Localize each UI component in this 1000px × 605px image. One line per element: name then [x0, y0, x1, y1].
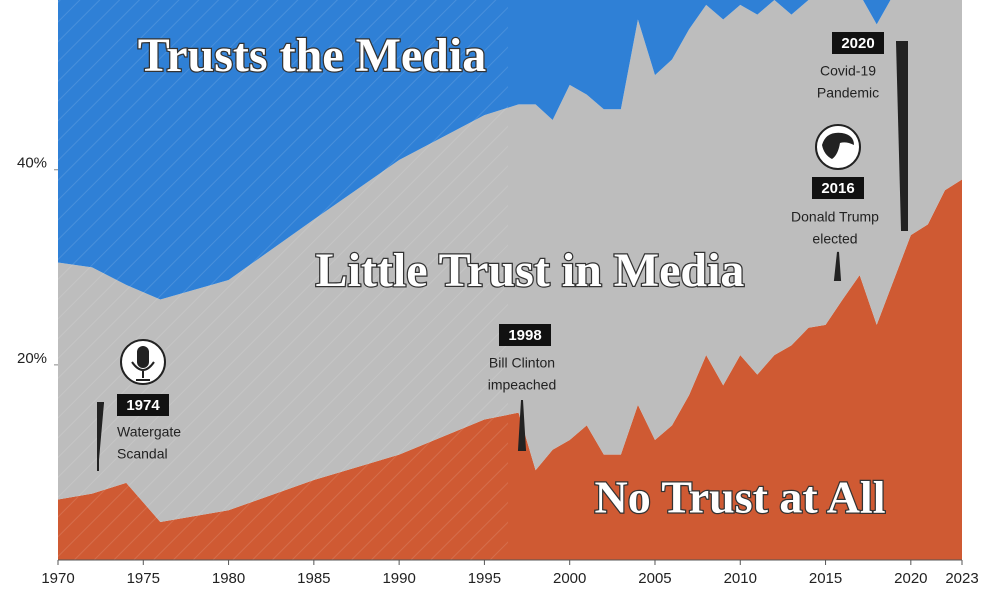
hatch — [58, 0, 508, 560]
x-tick-label: 2005 — [638, 570, 671, 587]
x-tick-label: 1995 — [468, 570, 501, 587]
year-badge — [832, 32, 884, 54]
annotation-text: Covid-19 — [820, 63, 876, 79]
annotation-year: 2016 — [821, 180, 854, 197]
annotation-text: Scandal — [117, 446, 168, 462]
x-tick-label: 2015 — [809, 570, 842, 587]
icons — [120, 124, 861, 385]
y-tick-label: 40% — [17, 155, 47, 172]
x-tick-label: 1990 — [382, 570, 415, 587]
annotation-pointer — [896, 41, 908, 231]
annotation-year: 1998 — [508, 327, 541, 344]
series-label: Little Trust in Media — [316, 244, 745, 297]
x-tick-label: 2023 — [945, 570, 978, 587]
annotation-pointer — [517, 399, 527, 451]
year-badge — [812, 177, 864, 199]
x-tick-label: 2010 — [724, 570, 757, 587]
series-label: No Trust at All — [595, 472, 886, 523]
x-tick-label: 1975 — [127, 570, 160, 587]
annotation-text: elected — [812, 231, 857, 247]
annotation-pointer — [833, 251, 842, 281]
annotation-pointer — [97, 402, 104, 471]
annotation-year: 2020 — [841, 35, 874, 52]
series-label: Trusts the Media — [138, 29, 486, 82]
x-tick-label: 1980 — [212, 570, 245, 587]
annotation-text: Pandemic — [817, 85, 879, 101]
year-badge — [117, 394, 169, 416]
annotation-year: 1974 — [126, 397, 160, 414]
area — [58, 179, 962, 560]
year-badge — [499, 324, 551, 346]
annotation-text: Bill Clinton — [489, 355, 555, 371]
annotation-text: Donald Trump — [791, 209, 879, 225]
x-tick-label: 2000 — [553, 570, 586, 587]
annotation-text: impeached — [488, 377, 557, 393]
x-tick-label: 1970 — [41, 570, 74, 587]
x-tick-label: 1985 — [297, 570, 330, 587]
annotation-text: Watergate — [117, 424, 181, 440]
x-tick-label: 2020 — [894, 570, 927, 587]
y-tick-label: 20% — [17, 350, 47, 367]
